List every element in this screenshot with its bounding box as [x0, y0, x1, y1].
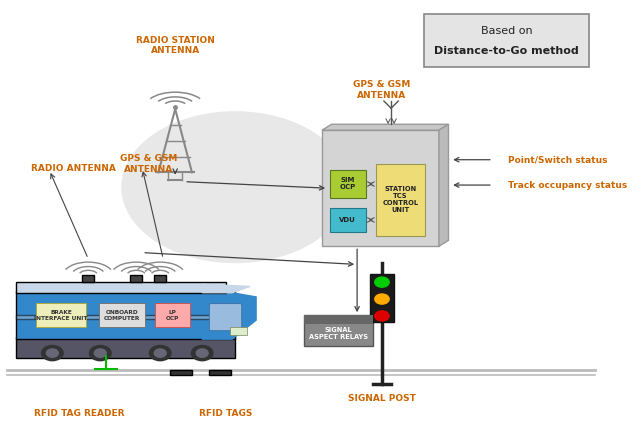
FancyBboxPatch shape — [304, 315, 373, 346]
Text: Point/Switch status: Point/Switch status — [508, 155, 607, 164]
FancyBboxPatch shape — [155, 303, 189, 327]
FancyBboxPatch shape — [99, 303, 146, 327]
FancyBboxPatch shape — [130, 275, 142, 282]
Circle shape — [42, 346, 63, 361]
Polygon shape — [322, 124, 448, 130]
FancyBboxPatch shape — [16, 314, 232, 319]
FancyBboxPatch shape — [82, 275, 94, 282]
Circle shape — [46, 349, 58, 357]
FancyBboxPatch shape — [16, 291, 235, 339]
FancyBboxPatch shape — [171, 370, 192, 375]
Text: SIGNAL
ASPECT RELAYS: SIGNAL ASPECT RELAYS — [309, 327, 368, 340]
FancyBboxPatch shape — [209, 370, 231, 375]
FancyBboxPatch shape — [322, 130, 439, 246]
Text: RADIO ANTENNA: RADIO ANTENNA — [32, 164, 116, 173]
Text: LP
OCP: LP OCP — [166, 310, 179, 320]
Ellipse shape — [121, 111, 349, 263]
Circle shape — [149, 346, 171, 361]
Polygon shape — [202, 293, 256, 339]
Text: SIGNAL POST: SIGNAL POST — [348, 394, 416, 403]
Text: RFID TAGS: RFID TAGS — [200, 408, 253, 417]
Text: RADIO STATION
ANTENNA: RADIO STATION ANTENNA — [136, 36, 214, 55]
FancyBboxPatch shape — [209, 304, 242, 331]
Text: Based on: Based on — [480, 26, 532, 36]
FancyBboxPatch shape — [154, 275, 166, 282]
FancyBboxPatch shape — [330, 208, 366, 232]
Circle shape — [90, 346, 111, 361]
Text: BRAKE
INTERFACE UNIT: BRAKE INTERFACE UNIT — [34, 310, 88, 320]
FancyBboxPatch shape — [35, 303, 86, 327]
Text: ONBOARD
COMPUTER: ONBOARD COMPUTER — [104, 310, 140, 320]
Text: STATION
TCS
CONTROL
UNIT: STATION TCS CONTROL UNIT — [383, 186, 419, 213]
FancyBboxPatch shape — [16, 337, 235, 358]
Circle shape — [375, 311, 389, 321]
Circle shape — [94, 349, 106, 357]
FancyBboxPatch shape — [231, 326, 247, 335]
Text: Track occupancy status: Track occupancy status — [508, 181, 627, 190]
Circle shape — [375, 277, 389, 287]
Circle shape — [191, 346, 213, 361]
FancyBboxPatch shape — [370, 274, 394, 322]
FancyBboxPatch shape — [424, 14, 589, 67]
Polygon shape — [439, 124, 448, 246]
FancyBboxPatch shape — [16, 282, 226, 293]
Text: GPS & GSM
ANTENNA: GPS & GSM ANTENNA — [354, 80, 411, 100]
Text: RFID TAG READER: RFID TAG READER — [34, 408, 124, 417]
Text: Distance-to-Go method: Distance-to-Go method — [434, 46, 579, 56]
Circle shape — [155, 349, 166, 357]
Circle shape — [375, 294, 389, 304]
FancyBboxPatch shape — [304, 315, 373, 323]
FancyBboxPatch shape — [330, 170, 366, 198]
Circle shape — [196, 349, 208, 357]
Text: VDU: VDU — [339, 217, 356, 223]
FancyBboxPatch shape — [376, 164, 425, 236]
Polygon shape — [202, 284, 250, 293]
Text: GPS & GSM
ANTENNA: GPS & GSM ANTENNA — [120, 154, 177, 174]
Text: SIM
OCP: SIM OCP — [339, 178, 356, 190]
